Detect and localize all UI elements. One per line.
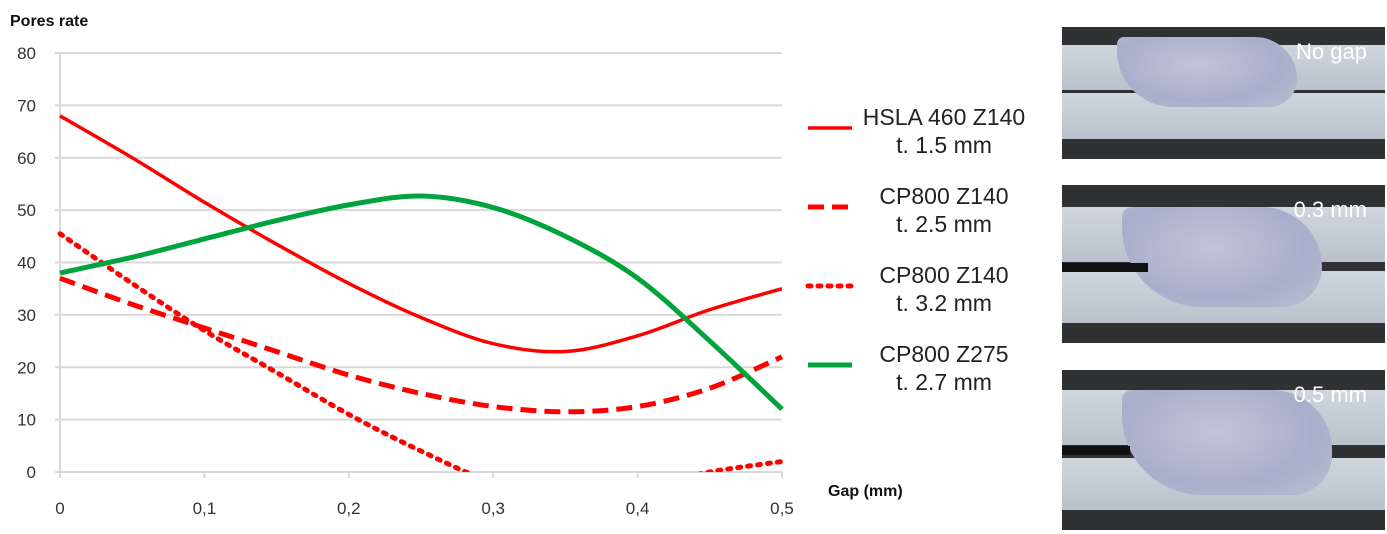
legend-label-sub: t. 2.7 mm [896,369,992,395]
x-tick-label: 0,3 [481,499,505,518]
series-line-1 [59,275,783,415]
series-line-3 [59,193,784,411]
series-line-0 [59,114,783,354]
photo-label: 0.5 mm [1293,382,1367,407]
pores-rate-chart: Pores rate Gap (mm) 0 10 20 30 40 50 60 70 80 0 0… [10,13,1025,518]
x-tick-label: 0,5 [770,499,794,518]
weld-photo-0-5mm: 0.5 mm [1062,370,1385,530]
x-axis-title: Gap (mm) [828,483,903,500]
weld-photo-0-3mm: 0.3 mm [1062,185,1385,343]
photo-label: No gap [1296,39,1367,64]
y-tick-label: 40 [17,254,36,273]
weld-photo-no-gap: No gap [1062,27,1385,159]
legend-label-sub: t. 3.2 mm [896,290,992,316]
y-tick-label: 10 [17,411,36,430]
y-tick-label: 80 [17,44,36,63]
x-tick-label: 0 [55,499,64,518]
y-tick-label: 60 [17,149,36,168]
y-tick-label: 20 [17,358,36,377]
legend-label: CP800 Z140 [879,183,1008,209]
x-tick-label: 0,4 [626,499,650,518]
legend-label: CP800 Z275 [879,341,1008,367]
y-tick-label: 70 [17,96,36,115]
legend-label-sub: t. 1.5 mm [896,132,992,158]
y-tick-label: 0 [27,463,36,482]
y-tick-label: 50 [17,201,36,220]
legend-label-sub: t. 2.5 mm [896,211,992,237]
y-tick-label: 30 [17,306,36,325]
series-line-2 [57,231,785,472]
legend-label: CP800 Z140 [879,262,1008,288]
photo-label: 0.3 mm [1293,197,1367,222]
legend-label: HSLA 460 Z140 [863,104,1025,130]
x-tick-label: 0,1 [193,499,217,518]
x-tick-label: 0,2 [337,499,361,518]
y-axis-title: Pores rate [10,13,88,30]
